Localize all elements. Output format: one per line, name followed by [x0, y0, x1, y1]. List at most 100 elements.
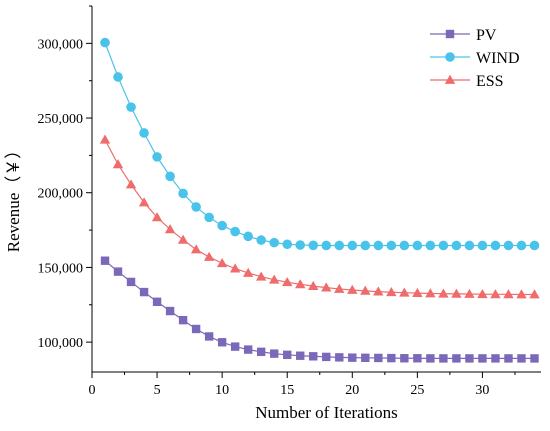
data-point-ess: [412, 287, 423, 298]
data-point-wind: [412, 240, 423, 251]
data-point-ess: [529, 289, 540, 299]
data-point-ess: [334, 283, 345, 293]
data-point-wind: [243, 231, 253, 242]
data-point-wind: [451, 240, 462, 251]
legend-label-pv: PV: [476, 27, 497, 44]
data-point-ess: [269, 274, 280, 284]
x-tick-label: 20: [345, 383, 359, 398]
legend: PV WIND ESS: [430, 27, 520, 90]
data-point-pv: [400, 354, 409, 363]
data-point-wind: [191, 202, 201, 212]
data-point-ess: [321, 282, 332, 292]
data-point-ess: [503, 289, 514, 299]
data-point-pv: [322, 352, 331, 362]
data-point-pv: [243, 345, 253, 354]
data-point-ess: [99, 134, 111, 144]
data-point-wind: [529, 240, 540, 251]
data-point-ess: [399, 287, 410, 297]
data-point-pv: [413, 354, 422, 363]
data-point-ess: [229, 263, 241, 273]
data-point-wind: [516, 240, 527, 251]
data-point-wind: [126, 102, 136, 112]
x-tick-label: 10: [215, 383, 229, 398]
data-point-wind: [165, 171, 175, 182]
data-point-ess: [373, 286, 384, 296]
data-point-pv: [113, 267, 123, 276]
legend-label-ess: ESS: [476, 73, 504, 90]
data-point-pv: [504, 354, 513, 363]
data-point-pv: [283, 350, 292, 360]
data-point-wind: [295, 240, 306, 250]
data-point-pv: [230, 342, 240, 351]
data-point-pv: [426, 354, 435, 363]
x-tick-label: 25: [410, 383, 424, 398]
data-point-ess: [255, 271, 267, 281]
data-point-ess: [177, 234, 189, 244]
data-point-pv: [178, 315, 188, 325]
data-point-pv: [191, 324, 201, 334]
data-point-wind: [256, 235, 266, 245]
data-point-wind: [425, 240, 436, 251]
data-point-wind: [321, 240, 332, 251]
legend-swatch-marker-ess: [444, 74, 456, 84]
legend-item-pv: PV: [430, 27, 497, 44]
data-point-pv: [439, 354, 448, 363]
data-point-ess: [425, 288, 436, 298]
data-point-ess: [203, 251, 215, 261]
data-point-ess: [164, 224, 176, 234]
series-line-wind: [104, 42, 535, 247]
data-point-ess: [190, 244, 202, 254]
data-point-pv: [309, 352, 318, 361]
data-point-ess: [151, 212, 163, 222]
data-point-pv: [152, 297, 162, 306]
data-point-ess: [295, 279, 306, 289]
plot-area: [99, 37, 540, 363]
data-point-wind: [347, 240, 358, 251]
legend-item-wind: WIND: [430, 50, 520, 67]
y-tick-label: 150,000: [38, 261, 84, 276]
data-point-wind: [113, 72, 123, 82]
x-tick-label: 15: [280, 383, 294, 398]
data-point-pv: [491, 354, 500, 363]
legend-label-wind: WIND: [476, 50, 520, 67]
y-axis-title: Revenue（￥）: [4, 142, 23, 252]
data-point-ess: [347, 284, 358, 294]
legend-swatch-marker-wind: [445, 52, 455, 62]
data-point-wind: [438, 240, 449, 251]
y-tick-label: 100,000: [38, 336, 84, 351]
data-point-wind: [386, 240, 397, 251]
series-wind: [100, 37, 540, 251]
data-point-pv: [387, 353, 396, 363]
data-point-pv: [530, 354, 539, 363]
data-point-pv: [165, 306, 175, 316]
data-point-ess: [490, 289, 501, 299]
data-point-pv: [256, 347, 266, 357]
data-point-wind: [360, 240, 371, 251]
legend-item-ess: ESS: [430, 73, 504, 90]
data-point-pv: [361, 353, 370, 363]
data-point-wind: [490, 240, 501, 251]
data-point-wind: [230, 226, 240, 237]
data-point-ess: [516, 289, 527, 299]
data-point-pv: [348, 353, 357, 362]
series-line-pv: [104, 260, 535, 360]
data-point-pv: [517, 354, 526, 363]
data-point-wind: [464, 240, 475, 251]
data-point-wind: [139, 128, 149, 138]
data-point-wind: [282, 239, 293, 250]
data-point-ess: [386, 287, 397, 297]
series-line-ess: [104, 139, 535, 296]
data-point-wind: [399, 240, 410, 251]
data-point-wind: [308, 240, 319, 251]
data-point-ess: [451, 288, 462, 298]
data-point-ess: [477, 288, 488, 299]
x-axis-title: Number of Iterations: [255, 403, 398, 422]
y-tick-label: 300,000: [38, 37, 84, 52]
data-point-ess: [282, 277, 293, 287]
data-point-wind: [217, 220, 227, 231]
data-point-wind: [334, 240, 345, 251]
data-point-pv: [100, 256, 110, 265]
data-point-ess: [242, 267, 254, 277]
data-point-wind: [100, 37, 110, 48]
